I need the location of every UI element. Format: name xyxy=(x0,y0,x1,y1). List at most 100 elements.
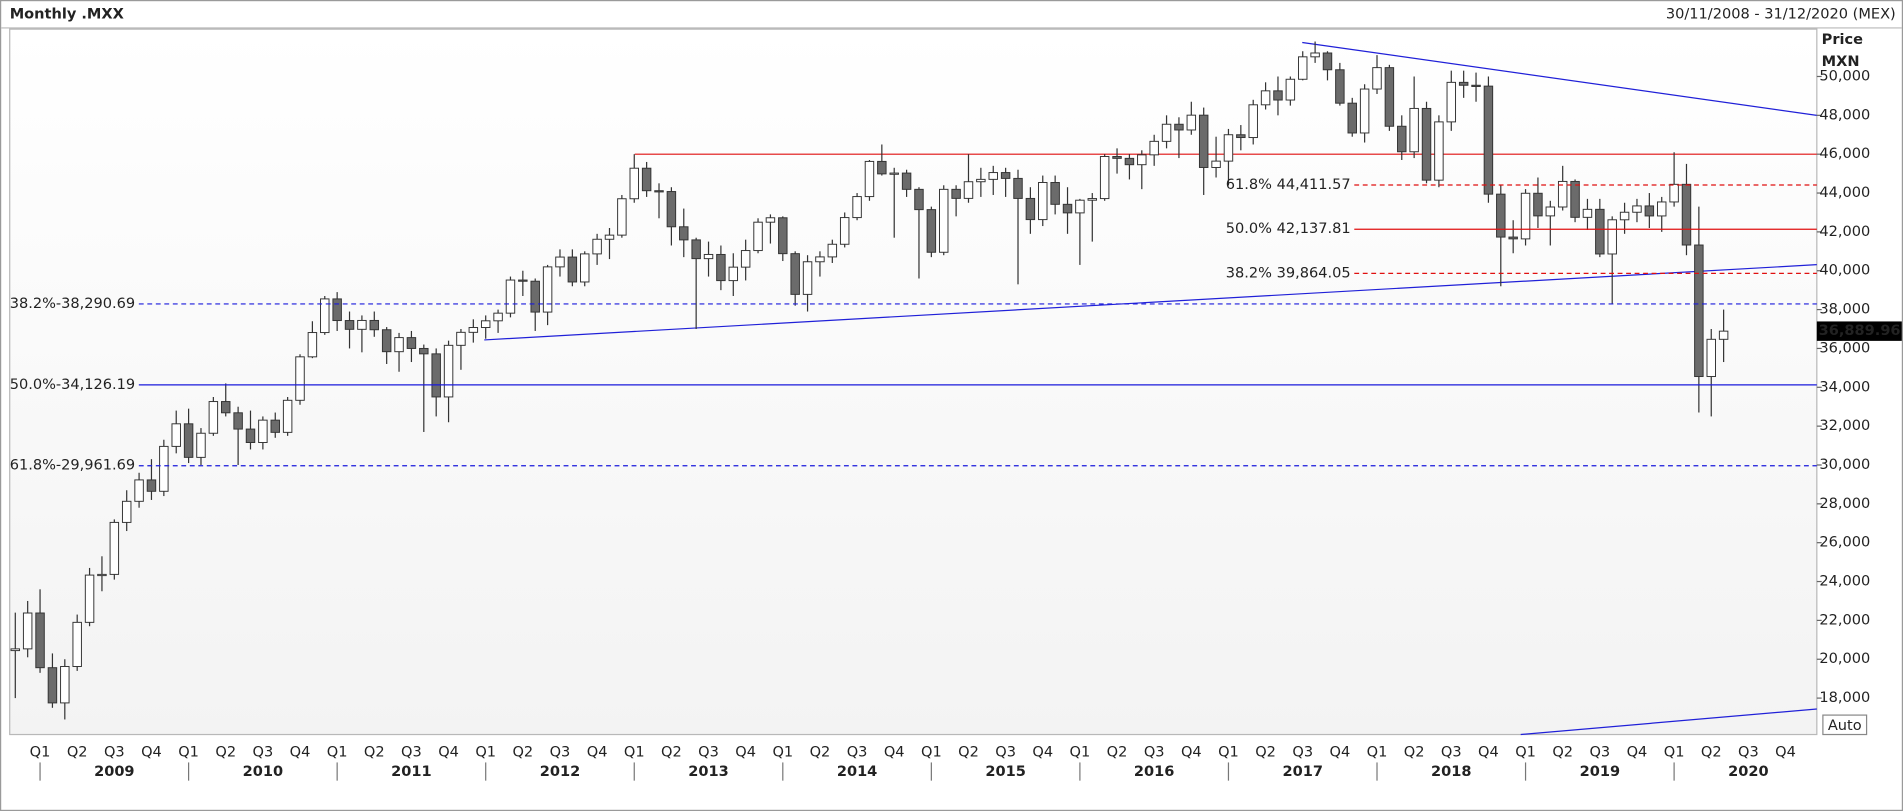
y-tick-label: 36,000 xyxy=(1819,339,1870,356)
x-tick-label: Q4 xyxy=(141,744,162,761)
x-tick-label: Q2 xyxy=(67,744,88,761)
candle-body xyxy=(443,344,454,398)
scale-button-box[interactable] xyxy=(1822,714,1868,736)
candle-body xyxy=(1112,156,1122,159)
candle-body xyxy=(1211,160,1221,168)
candle-body xyxy=(1260,90,1271,106)
candle-body xyxy=(1656,201,1667,217)
candle-body xyxy=(171,423,181,447)
candle-body xyxy=(1533,192,1543,217)
x-tick-label: Q2 xyxy=(364,744,385,761)
x-tick-label: Q3 xyxy=(1738,744,1759,761)
scale-button[interactable]: Auto xyxy=(1822,714,1868,736)
year-label: 2015 xyxy=(985,763,1025,780)
candle-body xyxy=(963,181,974,199)
x-tick-label: Q2 xyxy=(215,744,236,761)
candle-body xyxy=(22,612,33,650)
candle-body xyxy=(1644,205,1655,217)
scale-button-label[interactable]: Auto xyxy=(1828,717,1862,734)
y-tick-label: 20,000 xyxy=(1819,650,1870,667)
x-tick-label: Q2 xyxy=(1701,744,1722,761)
x-tick-label: Q2 xyxy=(1404,744,1425,761)
candle-body xyxy=(1557,180,1568,208)
candle-body xyxy=(394,337,404,353)
candle-body xyxy=(518,279,528,282)
candle-body xyxy=(1458,81,1469,86)
x-tick-label: Q3 xyxy=(1292,744,1313,761)
x-tick-label: Q2 xyxy=(661,744,682,761)
candle-body xyxy=(1359,88,1370,134)
candle-body xyxy=(456,331,466,346)
candle-body xyxy=(320,298,330,334)
last-price-badge xyxy=(1816,321,1902,341)
candle-body xyxy=(778,217,788,255)
candle-body xyxy=(877,160,887,175)
candle-body xyxy=(332,298,342,322)
candle-body xyxy=(1496,193,1506,238)
candle-body xyxy=(976,178,986,183)
candle-body xyxy=(35,612,45,669)
candle-body xyxy=(740,250,751,268)
x-tick-label: Q2 xyxy=(810,744,831,761)
candle-body xyxy=(1198,114,1209,168)
candle-body xyxy=(666,191,677,228)
candle-body xyxy=(344,320,355,330)
candle-body xyxy=(1087,198,1098,201)
x-tick-label: Q1 xyxy=(921,744,942,761)
candle-body xyxy=(468,327,479,333)
candle-body xyxy=(1607,219,1617,255)
candle-body xyxy=(864,160,875,198)
candle-body xyxy=(505,279,516,314)
candle-body xyxy=(1285,78,1296,101)
candle-body xyxy=(282,399,293,433)
candle-body xyxy=(233,412,243,430)
candle-body xyxy=(1520,192,1531,240)
candle-body xyxy=(109,521,120,575)
candle-body xyxy=(542,266,553,313)
candle-body xyxy=(1248,104,1258,139)
candle-body xyxy=(369,319,380,331)
candle-body xyxy=(1595,208,1605,255)
candle-body xyxy=(617,198,627,236)
level-label: 61.8%-29,961.69 xyxy=(10,457,135,474)
candle-body xyxy=(790,253,800,295)
y-tick-label: 22,000 xyxy=(1819,611,1870,628)
year-label: 2016 xyxy=(1134,763,1174,780)
candle-body xyxy=(1508,236,1518,240)
x-tick-label: Q4 xyxy=(735,744,756,761)
candle-body xyxy=(938,188,949,253)
candle-body xyxy=(1718,330,1729,340)
candle-body xyxy=(1545,206,1556,217)
x-tick-label: Q4 xyxy=(1627,744,1648,761)
candle-body xyxy=(1446,81,1457,123)
candle-body xyxy=(1384,67,1395,127)
candle-body xyxy=(419,347,429,355)
candle-body xyxy=(1273,90,1283,101)
candle-body xyxy=(1694,244,1704,378)
last-price-label: 36,889.96 xyxy=(1819,322,1901,339)
year-label: 2009 xyxy=(94,763,134,780)
year-label: 2019 xyxy=(1580,763,1620,780)
x-tick-label: Q4 xyxy=(1181,744,1202,761)
candle-body xyxy=(580,253,590,283)
y-tick-label: 44,000 xyxy=(1819,184,1870,201)
x-tick-label: Q1 xyxy=(1367,744,1388,761)
x-tick-label: Q1 xyxy=(178,744,199,761)
y-tick-label: 42,000 xyxy=(1819,223,1870,240)
x-tick-label: Q2 xyxy=(958,744,979,761)
candle-body xyxy=(47,667,58,704)
candle-body xyxy=(802,261,813,295)
candles xyxy=(10,41,1729,720)
x-tick-label: Q3 xyxy=(550,744,571,761)
candle-body xyxy=(1297,56,1308,80)
candle-body xyxy=(295,356,305,401)
candle-body xyxy=(1062,203,1073,214)
candle-body xyxy=(1347,102,1357,134)
x-tick-label: Q3 xyxy=(1144,744,1165,761)
candle-body xyxy=(10,648,21,652)
candle-body xyxy=(1137,154,1147,166)
y-tick-label: 26,000 xyxy=(1819,534,1870,551)
level-label: 50.0% 42,137.81 xyxy=(1226,220,1351,237)
year-label: 2012 xyxy=(540,763,580,780)
y-tick-label: 50,000 xyxy=(1819,67,1870,84)
